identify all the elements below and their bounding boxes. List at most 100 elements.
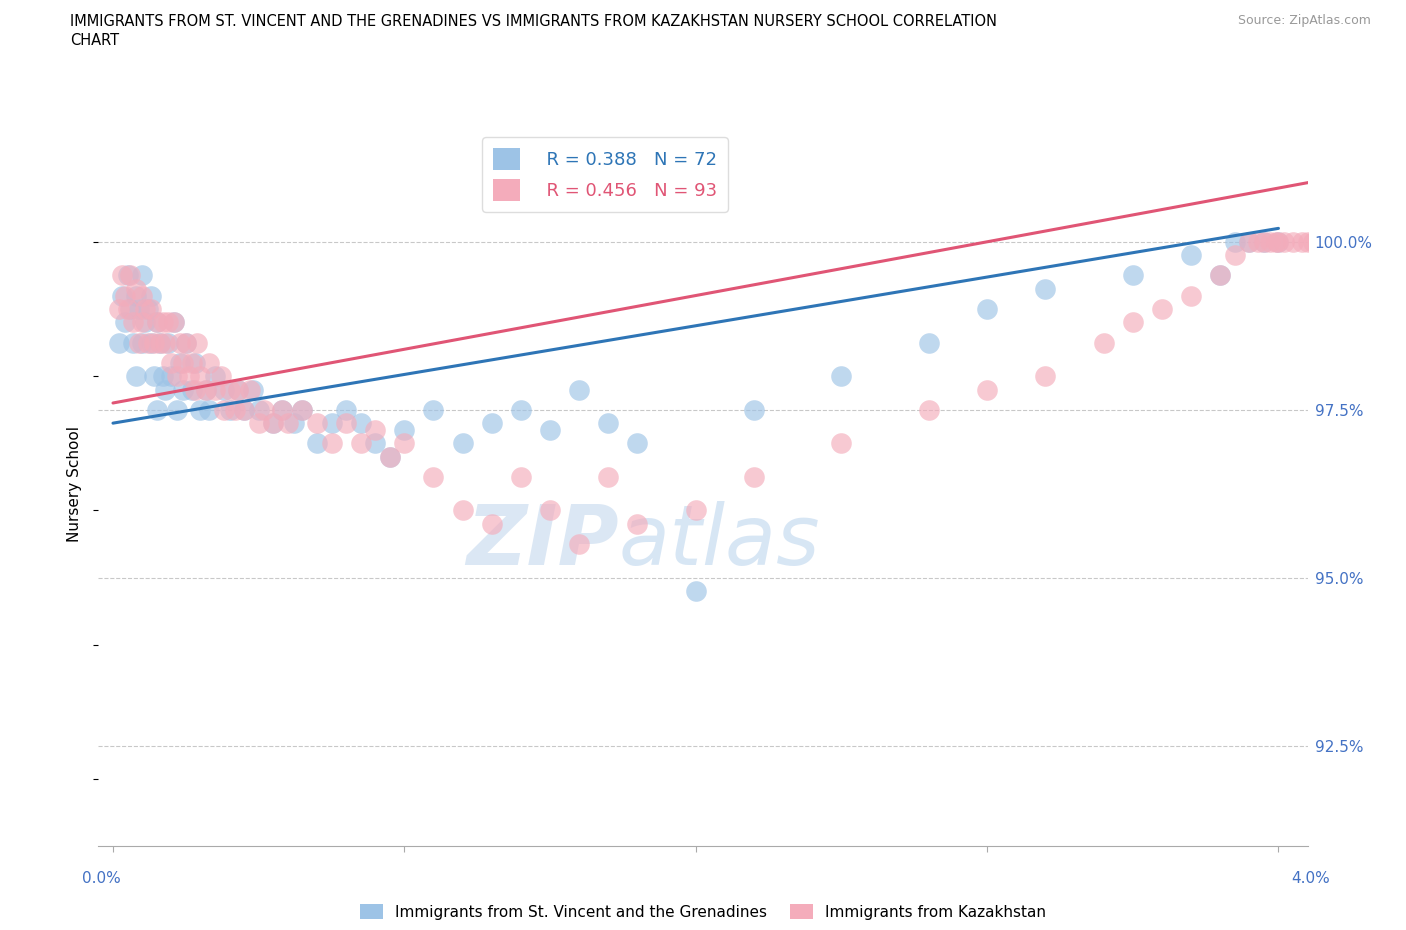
Point <box>198 403 221 418</box>
Text: 0.0%: 0.0% <box>82 871 121 886</box>
Point <box>114 315 136 330</box>
Point <box>169 335 191 350</box>
Point <box>242 382 264 397</box>
Point <box>122 315 145 330</box>
Point <box>134 301 156 316</box>
Point <box>378 449 401 464</box>
Point <box>152 368 174 383</box>
Point <box>1302 234 1324 249</box>
Point <box>271 403 294 418</box>
Point <box>1258 234 1281 249</box>
Point <box>198 355 221 370</box>
Point <box>117 268 139 283</box>
Legend:   R = 0.388   N = 72,   R = 0.456   N = 93: R = 0.388 N = 72, R = 0.456 N = 93 <box>482 138 728 212</box>
Point <box>139 335 162 350</box>
Point <box>1180 247 1202 262</box>
Point <box>598 416 620 431</box>
Point <box>1223 234 1246 249</box>
Point <box>1310 234 1333 249</box>
Point <box>742 403 765 418</box>
Point <box>830 368 852 383</box>
Point <box>125 282 148 297</box>
Point <box>1122 315 1144 330</box>
Point <box>190 368 212 383</box>
Point <box>212 403 235 418</box>
Point <box>253 403 276 418</box>
Point <box>169 355 191 370</box>
Point <box>626 516 648 531</box>
Point <box>422 470 444 485</box>
Point <box>1253 234 1275 249</box>
Point <box>262 416 284 431</box>
Point <box>335 403 357 418</box>
Text: IMMIGRANTS FROM ST. VINCENT AND THE GRENADINES VS IMMIGRANTS FROM KAZAKHSTAN NUR: IMMIGRANTS FROM ST. VINCENT AND THE GREN… <box>70 14 997 29</box>
Point <box>305 416 328 431</box>
Point <box>186 335 208 350</box>
Point <box>111 288 134 303</box>
Point <box>1092 335 1115 350</box>
Point <box>271 403 294 418</box>
Point <box>183 355 205 370</box>
Point <box>160 355 183 370</box>
Point <box>218 382 240 397</box>
Point <box>481 416 503 431</box>
Point <box>291 403 314 418</box>
Point <box>1033 368 1056 383</box>
Text: atlas: atlas <box>619 501 820 582</box>
Point <box>976 301 998 316</box>
Point <box>1264 234 1286 249</box>
Point <box>157 315 180 330</box>
Point <box>1239 234 1261 249</box>
Text: 4.0%: 4.0% <box>1291 871 1330 886</box>
Point <box>394 422 416 437</box>
Point <box>120 268 142 283</box>
Point <box>262 416 284 431</box>
Point <box>378 449 401 464</box>
Point <box>152 315 174 330</box>
Point <box>291 403 314 418</box>
Point <box>1291 234 1313 249</box>
Point <box>134 315 156 330</box>
Point <box>111 268 134 283</box>
Point <box>1354 234 1376 249</box>
Point <box>568 537 591 551</box>
Point <box>218 403 240 418</box>
Point <box>145 403 167 418</box>
Point <box>174 335 197 350</box>
Point <box>172 355 194 370</box>
Point <box>131 315 153 330</box>
Point <box>568 382 591 397</box>
Point <box>226 382 249 397</box>
Point <box>177 368 200 383</box>
Point <box>195 382 218 397</box>
Point <box>180 355 202 370</box>
Point <box>128 335 150 350</box>
Point <box>142 368 165 383</box>
Point <box>451 436 474 451</box>
Point <box>626 436 648 451</box>
Point <box>166 368 188 383</box>
Point <box>364 422 387 437</box>
Point <box>160 368 183 383</box>
Point <box>145 315 167 330</box>
Point <box>131 335 153 350</box>
Point <box>122 335 145 350</box>
Point <box>1247 234 1270 249</box>
Point <box>1267 234 1289 249</box>
Text: Source: ZipAtlas.com: Source: ZipAtlas.com <box>1237 14 1371 27</box>
Point <box>685 584 707 599</box>
Point <box>155 382 177 397</box>
Point <box>139 288 162 303</box>
Point <box>1253 234 1275 249</box>
Point <box>166 403 188 418</box>
Point <box>277 416 299 431</box>
Point <box>451 503 474 518</box>
Point <box>538 422 561 437</box>
Point <box>422 403 444 418</box>
Point <box>394 436 416 451</box>
Point <box>1239 234 1261 249</box>
Point <box>149 335 172 350</box>
Point <box>125 288 148 303</box>
Point <box>108 301 131 316</box>
Point <box>136 301 159 316</box>
